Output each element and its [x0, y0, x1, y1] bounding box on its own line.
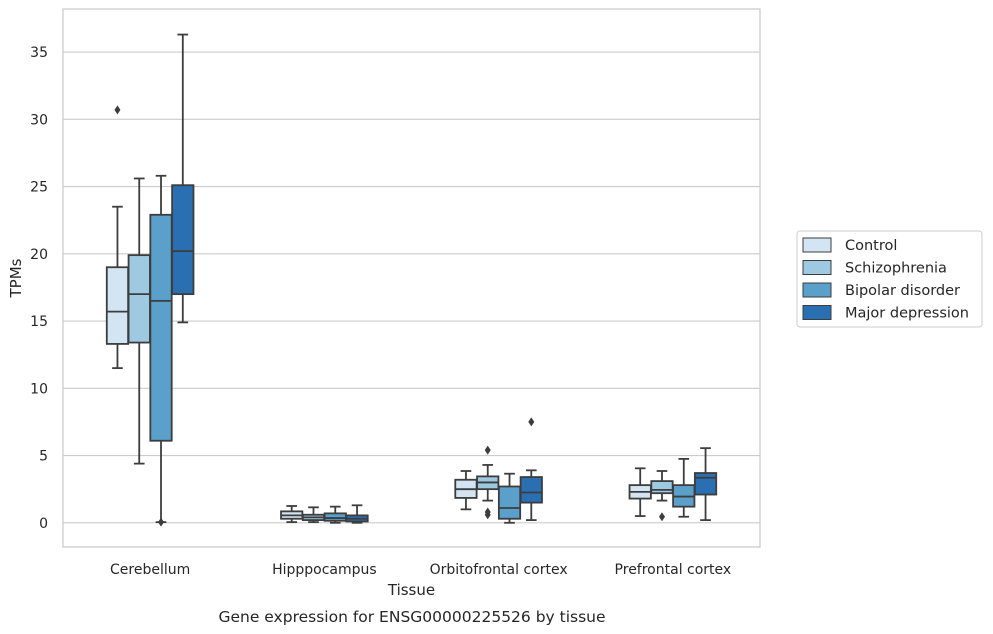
- legend-frame: [796, 230, 983, 328]
- y-tick-label: 5: [39, 449, 48, 465]
- x-tick-label: Hipppocampus: [272, 562, 377, 578]
- box-body: [171, 184, 195, 296]
- box: [149, 174, 173, 527]
- box-groups: [105, 33, 718, 527]
- box: [280, 505, 304, 524]
- y-tick-label: 25: [30, 180, 48, 196]
- x-tick-label: Cerebellum: [110, 562, 190, 578]
- outlier-point: [528, 417, 535, 427]
- legend-label: Schizophrenia: [845, 261, 947, 277]
- gridlines: [63, 51, 760, 524]
- box: [497, 472, 522, 524]
- x-axis-title: Tissue: [387, 581, 435, 599]
- x-axis-ticks: Cerebellum Hipppocampus Orbitofrontal cort…: [110, 562, 731, 578]
- series-group: [149, 174, 696, 527]
- box-body: [127, 254, 151, 344]
- x-tick-label: Orbitofrontal cortex: [430, 562, 568, 578]
- box: [519, 417, 543, 521]
- box-body: [105, 266, 130, 345]
- box-body: [497, 485, 522, 520]
- y-axis-title: TPMs: [7, 258, 25, 298]
- legend-label: Bipolar disorder: [845, 283, 960, 299]
- y-tick-label: 10: [30, 381, 48, 397]
- legend-label: Major depression: [845, 306, 969, 322]
- y-tick-label: 35: [30, 45, 48, 61]
- box: [171, 33, 195, 324]
- plot-area-frame: [62, 8, 761, 548]
- legend-swatch: [802, 237, 832, 253]
- box: [693, 447, 718, 521]
- legend-label: Control: [845, 238, 897, 254]
- y-tick-label: 0: [39, 516, 48, 532]
- box-body: [519, 476, 543, 504]
- outlier-point: [114, 105, 121, 115]
- box: [672, 458, 696, 518]
- box: [476, 445, 500, 520]
- legend-swatch: [802, 305, 832, 320]
- y-tick-label: 15: [30, 314, 48, 330]
- x-tick-label: Prefrontal cortex: [615, 562, 732, 578]
- y-tick-label: 30: [30, 112, 48, 128]
- outlier-point: [484, 510, 491, 520]
- legend-swatch: [802, 282, 832, 298]
- legend-swatch: [802, 260, 832, 275]
- y-tick-label: 20: [30, 247, 48, 263]
- box: [105, 105, 130, 370]
- series-group: [171, 33, 718, 524]
- box-body: [693, 472, 718, 496]
- box-body: [323, 512, 347, 522]
- outlier-point: [158, 517, 165, 527]
- outlier-point: [484, 445, 491, 455]
- box: [345, 504, 369, 524]
- chart-caption: Gene expression for ENSG00000225526 by t…: [218, 608, 605, 626]
- box-body: [149, 213, 173, 442]
- y-axis-ticks: 0 5 10 15 20 25 30 35: [30, 45, 48, 532]
- outlier-point: [658, 512, 665, 522]
- box-body: [650, 480, 674, 495]
- legend: Control Schizophrenia Bipolar disorder Majo…: [796, 230, 983, 328]
